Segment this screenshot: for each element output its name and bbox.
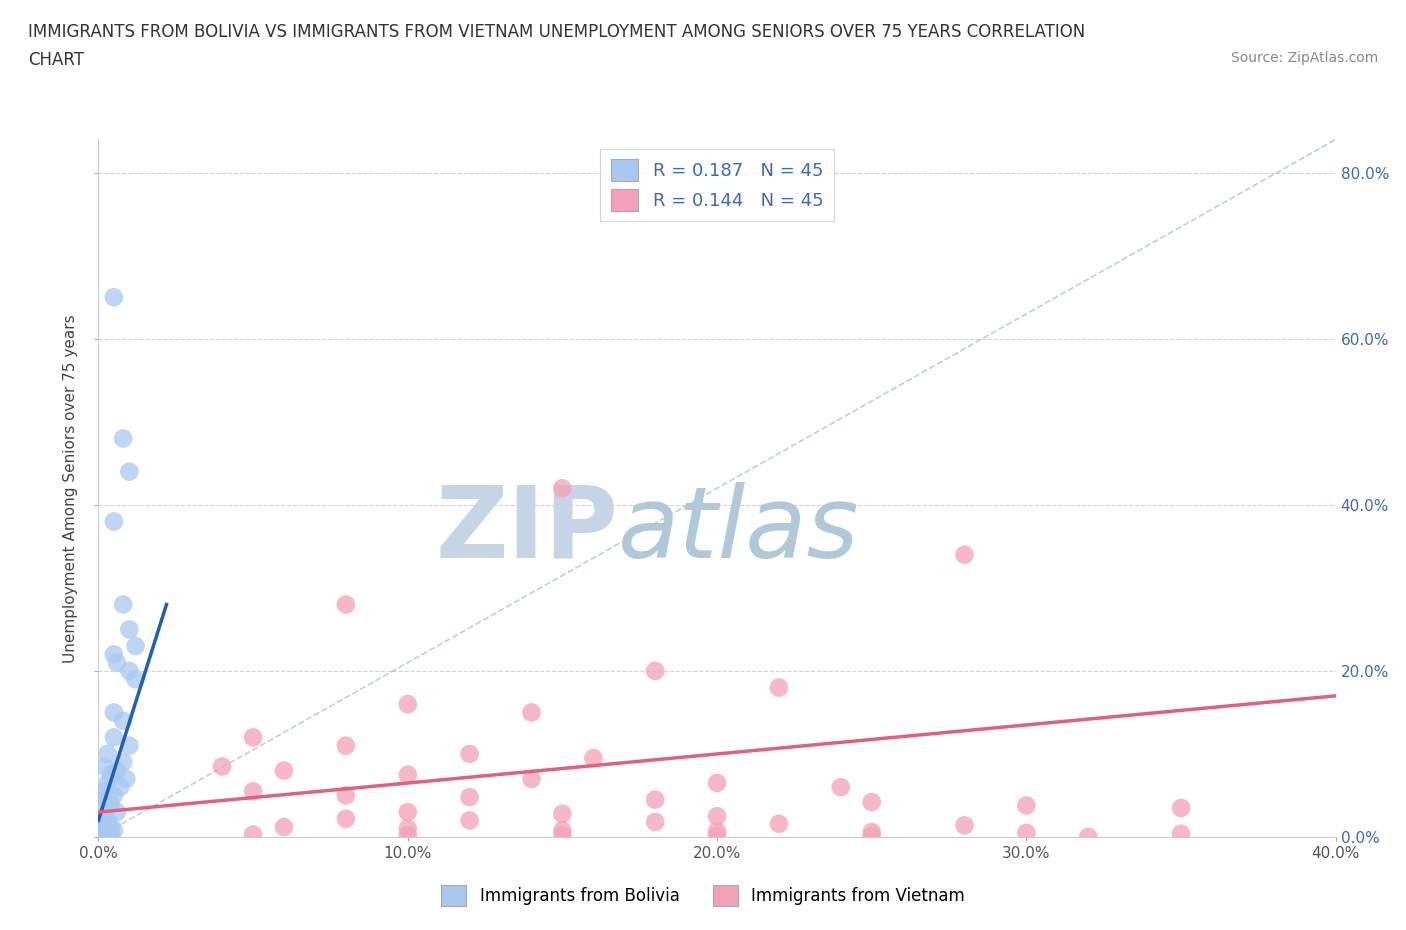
Point xyxy=(551,828,574,843)
Point xyxy=(103,705,125,720)
Text: IMMIGRANTS FROM BOLIVIA VS IMMIGRANTS FROM VIETNAM UNEMPLOYMENT AMONG SENIORS OV: IMMIGRANTS FROM BOLIVIA VS IMMIGRANTS FR… xyxy=(28,23,1085,41)
Point xyxy=(335,597,357,612)
Point xyxy=(118,464,141,479)
Point xyxy=(100,819,122,834)
Point xyxy=(97,825,120,840)
Point xyxy=(97,813,120,828)
Text: ZIP: ZIP xyxy=(436,482,619,578)
Point xyxy=(90,792,112,807)
Point xyxy=(582,751,605,765)
Point xyxy=(105,804,128,819)
Point xyxy=(551,481,574,496)
Point xyxy=(706,829,728,844)
Point xyxy=(103,290,125,305)
Point xyxy=(118,663,141,678)
Point xyxy=(768,817,790,831)
Point xyxy=(273,764,295,778)
Point xyxy=(273,819,295,834)
Point xyxy=(97,776,120,790)
Point xyxy=(458,790,481,804)
Point xyxy=(706,809,728,824)
Point xyxy=(112,713,135,728)
Point xyxy=(112,597,135,612)
Point xyxy=(1170,826,1192,841)
Text: CHART: CHART xyxy=(28,51,84,69)
Point xyxy=(242,784,264,799)
Point xyxy=(644,663,666,678)
Point xyxy=(706,776,728,790)
Point xyxy=(335,811,357,826)
Point xyxy=(335,788,357,803)
Point xyxy=(100,767,122,782)
Point xyxy=(520,772,543,787)
Point xyxy=(242,730,264,745)
Point xyxy=(768,680,790,695)
Point xyxy=(115,772,138,787)
Point xyxy=(93,821,115,836)
Point xyxy=(90,830,112,844)
Point xyxy=(97,829,120,844)
Point xyxy=(860,825,883,840)
Point xyxy=(93,830,115,844)
Point xyxy=(103,730,125,745)
Point xyxy=(118,738,141,753)
Point xyxy=(1077,830,1099,844)
Point xyxy=(112,755,135,770)
Text: atlas: atlas xyxy=(619,482,859,578)
Point xyxy=(458,813,481,828)
Point xyxy=(644,792,666,807)
Point xyxy=(520,705,543,720)
Point xyxy=(458,747,481,762)
Point xyxy=(396,767,419,782)
Point xyxy=(105,656,128,671)
Point xyxy=(108,779,131,794)
Point xyxy=(90,809,112,824)
Point xyxy=(953,818,976,833)
Point xyxy=(93,828,115,843)
Point xyxy=(396,821,419,836)
Point xyxy=(242,827,264,842)
Point xyxy=(100,826,122,841)
Point xyxy=(103,647,125,662)
Point xyxy=(706,824,728,839)
Text: Source: ZipAtlas.com: Source: ZipAtlas.com xyxy=(1230,51,1378,65)
Point xyxy=(93,826,115,841)
Point xyxy=(211,759,233,774)
Point xyxy=(90,817,112,832)
Point xyxy=(335,738,357,753)
Point xyxy=(112,431,135,445)
Point xyxy=(93,784,115,799)
Point xyxy=(644,815,666,830)
Point xyxy=(103,514,125,529)
Legend: R = 0.187   N = 45, R = 0.144   N = 45: R = 0.187 N = 45, R = 0.144 N = 45 xyxy=(600,149,834,221)
Point xyxy=(830,779,852,794)
Point xyxy=(97,747,120,762)
Point xyxy=(105,764,128,778)
Point xyxy=(93,759,115,774)
Point xyxy=(1015,826,1038,841)
Y-axis label: Unemployment Among Seniors over 75 years: Unemployment Among Seniors over 75 years xyxy=(63,314,79,662)
Point xyxy=(396,804,419,819)
Point xyxy=(396,697,419,711)
Point xyxy=(860,829,883,844)
Point xyxy=(118,622,141,637)
Point xyxy=(90,827,112,842)
Point xyxy=(860,794,883,809)
Point xyxy=(1015,798,1038,813)
Point xyxy=(953,547,976,562)
Point xyxy=(124,639,146,654)
Point xyxy=(103,788,125,803)
Point xyxy=(1170,801,1192,816)
Point xyxy=(124,671,146,686)
Point xyxy=(90,824,112,839)
Legend: Immigrants from Bolivia, Immigrants from Vietnam: Immigrants from Bolivia, Immigrants from… xyxy=(434,879,972,912)
Point xyxy=(551,823,574,838)
Point xyxy=(100,796,122,811)
Point xyxy=(396,828,419,843)
Point xyxy=(90,829,112,844)
Point xyxy=(551,806,574,821)
Point xyxy=(103,823,125,838)
Point xyxy=(93,801,115,816)
